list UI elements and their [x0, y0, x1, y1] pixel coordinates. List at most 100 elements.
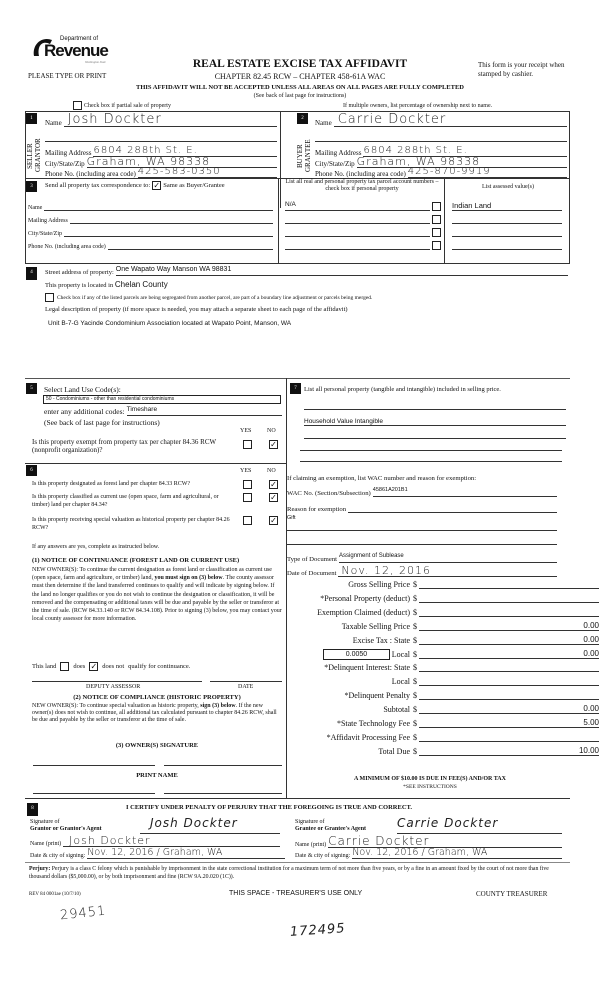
date-label: DATE — [238, 684, 254, 690]
grantee-name-field[interactable]: Carrie Dockter — [328, 835, 562, 848]
assessed-field[interactable] — [452, 240, 562, 250]
fee-value-field[interactable]: 5.00 — [419, 718, 599, 728]
form-title: REAL ESTATE EXCISE TAX AFFIDAVIT — [192, 58, 408, 70]
fee-value-field[interactable] — [419, 690, 599, 701]
seller-city-field[interactable]: Graham, WA 98338 — [86, 156, 277, 168]
name-print-label: Name (print) — [30, 841, 62, 847]
corr-city-label: City/State/Zip — [28, 231, 62, 237]
land-use-code-select[interactable]: 50 - Condominiums - other than residenti… — [43, 395, 281, 404]
grantor-date-field[interactable]: Nov. 12, 2016 / Graham, WA — [87, 848, 285, 859]
dollar-sign: $ — [413, 580, 417, 589]
print-name-line-2[interactable] — [164, 793, 282, 794]
fee-value-field[interactable]: 0.00 — [419, 649, 599, 659]
local-rate-field[interactable]: 0.0050 — [323, 648, 390, 660]
land-use-label: Select Land Use Code(s): — [44, 385, 121, 394]
grantor-signature[interactable]: Josh Dockter — [140, 816, 280, 834]
owner-signature-line[interactable] — [33, 765, 155, 766]
parcel-field[interactable] — [285, 227, 430, 237]
corr-name-field[interactable] — [44, 201, 273, 211]
print-name-line[interactable] — [33, 793, 155, 794]
buyer-address-field[interactable]: 6804 288th St. E. — [363, 146, 567, 157]
perjury-notice: Perjury: Perjury is a class C felony whi… — [29, 866, 549, 880]
fee-value-field[interactable] — [419, 676, 599, 687]
assessed-field[interactable]: Indian Land — [452, 201, 562, 211]
buyer-name-field[interactable]: Carrie Dockter — [333, 113, 567, 127]
reason-field[interactable]: Gift — [287, 515, 557, 531]
historic-yes-checkbox[interactable] — [243, 516, 252, 525]
fee-row: *Delinquent Penalty $ — [290, 690, 599, 701]
grantee-date-field[interactable]: Nov. 12, 2016 / Graham, WA — [352, 848, 562, 859]
fee-value-field[interactable]: 10.00 — [419, 746, 599, 756]
forest-yes-checkbox[interactable] — [243, 480, 252, 489]
forest-no-checkbox[interactable]: ✓ — [269, 480, 278, 489]
doc-date-field[interactable]: Nov. 12, 2016 — [338, 565, 557, 577]
exemption-label: If claiming an exemption, list WAC numbe… — [287, 475, 477, 482]
fee-value-field[interactable]: 0.00 — [419, 704, 599, 715]
logo-sub: Washington State — [85, 60, 106, 64]
current-use-yes-checkbox[interactable] — [243, 493, 252, 502]
personal-property-checkbox[interactable] — [432, 215, 441, 224]
assessor-date-line[interactable] — [210, 681, 282, 682]
city-label: City/State/Zip — [315, 160, 355, 168]
personal-property-checkbox[interactable] — [432, 202, 441, 211]
dollar-sign: $ — [413, 621, 417, 631]
legal-description[interactable]: Unit B-7-G Yacinde Condominium Associati… — [48, 320, 292, 327]
parcel-field[interactable]: N/A — [285, 201, 430, 211]
multiple-owners-note: If multiple owners, list percentage of o… — [343, 103, 493, 109]
assessed-field[interactable] — [452, 227, 562, 237]
corr-address-field[interactable] — [69, 214, 273, 224]
seller-phone-field[interactable]: 425-583-0350 — [137, 167, 277, 178]
does-checkbox[interactable] — [60, 662, 70, 671]
if-yes-note: If any answers are yes, complete as inst… — [32, 544, 160, 550]
fee-row: Local $ — [290, 676, 599, 687]
historic-no-checkbox[interactable]: ✓ — [269, 516, 278, 525]
grantor-name-field[interactable]: Josh Dockter — [63, 835, 280, 847]
fee-label: Exemption Claimed (deduct) — [317, 607, 410, 617]
fee-label: Local — [391, 677, 410, 687]
section-number: 4 — [26, 267, 37, 280]
additional-codes-label: enter any additional codes: — [44, 407, 125, 416]
doc-type-field[interactable]: Assignment of Sublease — [339, 553, 557, 563]
personal-property-field[interactable]: Household Value Intangible — [304, 418, 566, 426]
fee-value-field[interactable] — [419, 607, 599, 617]
additional-codes-field[interactable]: Timeshare — [126, 406, 282, 416]
current-use-no-checkbox[interactable]: ✓ — [269, 493, 278, 502]
fee-row: Taxable Selling Price $0.00 — [290, 621, 599, 631]
street-field[interactable]: One Wapato Way Manson WA 98831 — [115, 266, 568, 276]
grantee-signature[interactable]: Carrie Dockter — [397, 816, 562, 834]
county-field[interactable]: Chelan County — [114, 280, 168, 289]
seller-name-field[interactable]: Josh Dockter — [63, 113, 277, 127]
fee-value-field[interactable] — [419, 732, 599, 742]
corr-city-field[interactable] — [64, 227, 273, 237]
seller-address-field[interactable]: 6804 288th St. E. — [93, 146, 277, 157]
fee-value-field[interactable] — [419, 593, 599, 603]
rev-number: REV 84 0001ae (10/7/10) — [29, 892, 81, 897]
fee-value-field[interactable] — [419, 579, 599, 589]
fee-value-field[interactable]: 0.00 — [419, 621, 599, 631]
parcel-field[interactable] — [285, 240, 430, 250]
assessed-field[interactable] — [452, 214, 562, 224]
buyer-city-field[interactable]: Graham, WA 98338 — [356, 156, 567, 168]
section-number: 1 — [26, 113, 37, 124]
dollar-sign: $ — [413, 691, 417, 701]
same-as-buyer-checkbox[interactable]: ✓ — [152, 181, 162, 190]
segregate-checkbox[interactable] — [45, 293, 54, 302]
treasurer-use: THIS SPACE - TREASURER'S USE ONLY — [229, 890, 363, 897]
corr-phone-field[interactable] — [107, 240, 273, 250]
personal-property-checkbox[interactable] — [432, 228, 441, 237]
exempt-no-checkbox[interactable]: ✓ — [269, 440, 278, 449]
parcel-field[interactable] — [285, 214, 430, 224]
fee-value-field[interactable]: 0.00 — [419, 635, 599, 645]
owner-signature-line-2[interactable] — [164, 765, 282, 766]
does-not-checkbox[interactable]: ✓ — [89, 662, 99, 671]
buyer-phone-field[interactable]: 425-870-9919 — [407, 167, 567, 178]
fee-value-field[interactable] — [419, 662, 599, 673]
personal-property-checkbox[interactable] — [432, 241, 441, 250]
name-label: Name — [315, 119, 332, 127]
partial-sale-checkbox[interactable] — [73, 101, 82, 110]
exempt-yes-checkbox[interactable] — [243, 440, 252, 449]
deputy-assessor-line[interactable] — [32, 681, 202, 682]
corr-phone-label: Phone No. (including area code) — [28, 244, 106, 250]
wac-field[interactable]: 45861A201B1 — [372, 487, 557, 497]
please-type: PLEASE TYPE OR PRINT — [28, 72, 107, 80]
